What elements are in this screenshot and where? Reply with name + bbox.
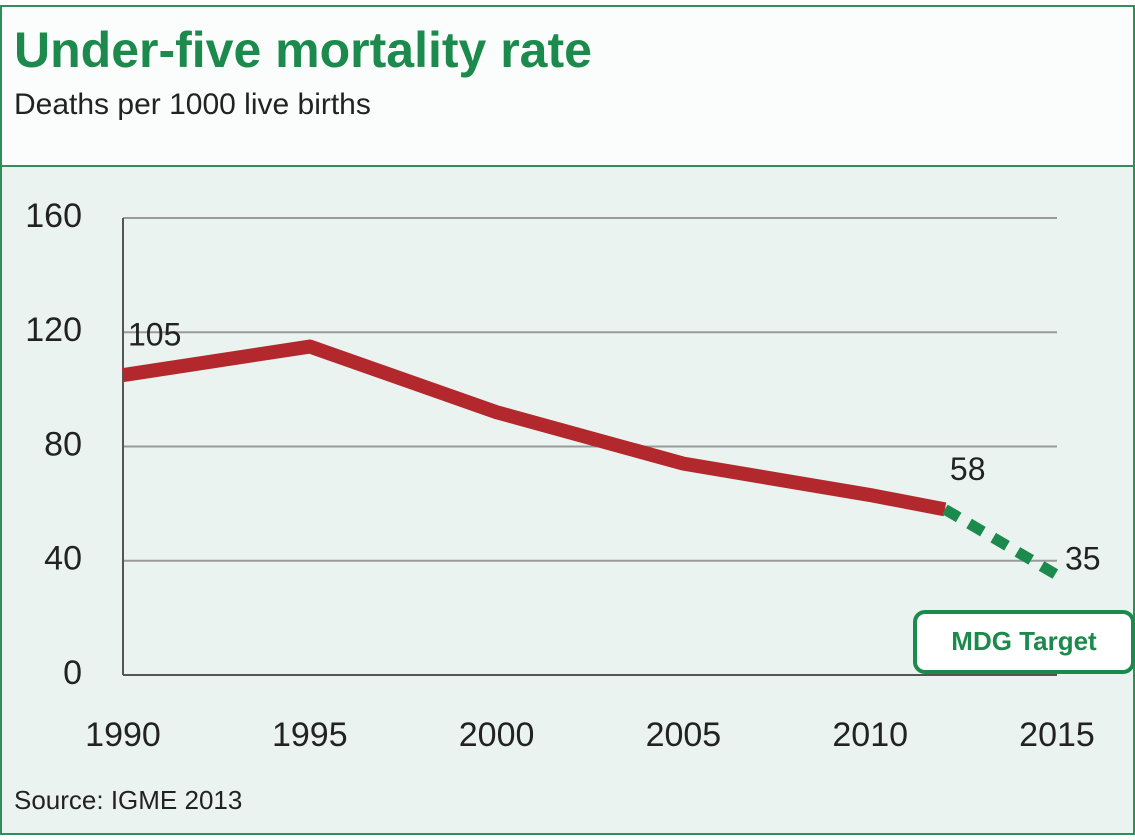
y-tick-label: 120 [25,311,82,349]
x-tick-label: 2005 [646,716,722,754]
chart-subtitle: Deaths per 1000 live births [14,88,371,121]
data-label: 105 [128,317,181,353]
x-tick-label: 2015 [1019,716,1095,754]
x-tick-label: 1990 [85,716,161,754]
line-series [942,504,1060,580]
source: Source: IGME 2013 [14,785,242,815]
y-tick-label: 0 [63,654,82,692]
legend-label: MDG Target [951,626,1097,656]
y-tick-label: 80 [44,425,82,463]
y-tick-label: 160 [25,197,82,235]
data-label: 35 [1065,540,1101,576]
x-tick-label: 2010 [832,716,908,754]
x-tick-label: 2000 [459,716,535,754]
plot: 0 40 80 120 160 1990 1995 2000 2005 2010 2015 105 58… [25,197,1135,754]
chart-title: Under-five mortality rate [14,22,592,78]
y-tick-label: 40 [44,540,82,578]
x-tick-label: 1995 [272,716,348,754]
line-series [121,339,947,517]
data-label: 58 [950,451,986,487]
header-bg [2,7,1133,165]
legend-box [913,610,1135,674]
